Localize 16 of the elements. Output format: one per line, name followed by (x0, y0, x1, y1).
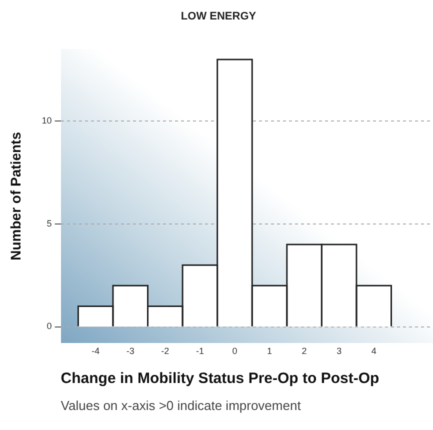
x-axis-title: Change in Mobility Status Pre-Op to Post-Op (60, 370, 380, 388)
x-tick-label: 1 (267, 346, 272, 356)
text: Values on x-axis >0 indicate improvement (60, 398, 301, 413)
y-tick-label: 0 (46, 321, 52, 332)
y-tick-label: 10 (42, 116, 52, 126)
x-tick-label: 4 (371, 346, 376, 356)
y-tick-label: 5 (46, 218, 52, 228)
x-tick-label: 0 (232, 346, 238, 356)
x-tick-label: -4 (92, 346, 100, 356)
x-tick-label: -1 (196, 346, 204, 356)
x-tick-label: 3 (336, 346, 342, 356)
x-tick-label: 2 (302, 346, 307, 356)
y-axis-title: Number of Patients (7, 132, 24, 260)
x-tick-label: -2 (161, 346, 170, 356)
chart-title: LOW ENERGY (180, 10, 257, 23)
x-tick-label: -3 (126, 346, 134, 356)
